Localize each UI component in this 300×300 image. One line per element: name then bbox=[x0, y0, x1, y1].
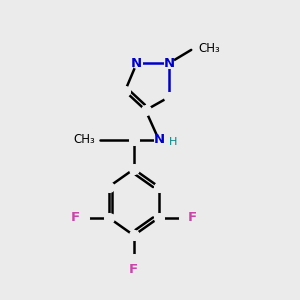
Text: CH₃: CH₃ bbox=[73, 133, 94, 146]
Text: N: N bbox=[153, 133, 164, 146]
Text: H: H bbox=[169, 137, 177, 147]
Text: F: F bbox=[188, 211, 196, 224]
Text: CH₃: CH₃ bbox=[199, 42, 220, 55]
Text: N: N bbox=[164, 57, 175, 70]
Text: N: N bbox=[131, 57, 142, 70]
Text: F: F bbox=[129, 263, 138, 276]
Text: F: F bbox=[71, 211, 80, 224]
